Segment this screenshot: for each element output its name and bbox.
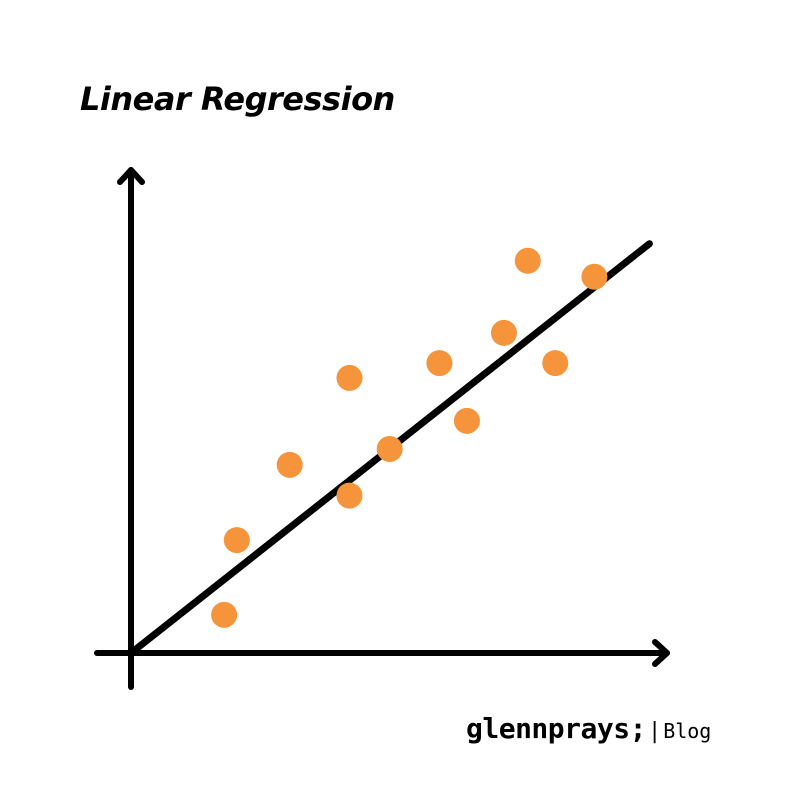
chart-title: Linear Regression bbox=[80, 80, 395, 118]
data-point bbox=[514, 247, 541, 274]
data-point bbox=[453, 407, 480, 434]
brand-separator: | bbox=[647, 719, 662, 744]
x-axis-arrow-icon bbox=[652, 639, 670, 667]
data-point bbox=[211, 601, 238, 628]
data-points bbox=[211, 247, 608, 628]
data-point bbox=[426, 350, 453, 377]
data-point bbox=[276, 451, 303, 478]
data-point bbox=[490, 319, 517, 346]
axes bbox=[94, 167, 670, 690]
brand-tag: Blog bbox=[663, 719, 712, 743]
data-point bbox=[336, 482, 363, 509]
data-point bbox=[542, 350, 569, 377]
data-point bbox=[336, 364, 363, 391]
data-point bbox=[376, 435, 403, 462]
y-axis-arrow-icon bbox=[117, 167, 145, 185]
data-point bbox=[581, 263, 608, 290]
brand-name: glennprays; bbox=[466, 712, 646, 745]
brand-logo: glennprays; | Blog bbox=[466, 712, 711, 745]
data-point bbox=[223, 527, 250, 554]
